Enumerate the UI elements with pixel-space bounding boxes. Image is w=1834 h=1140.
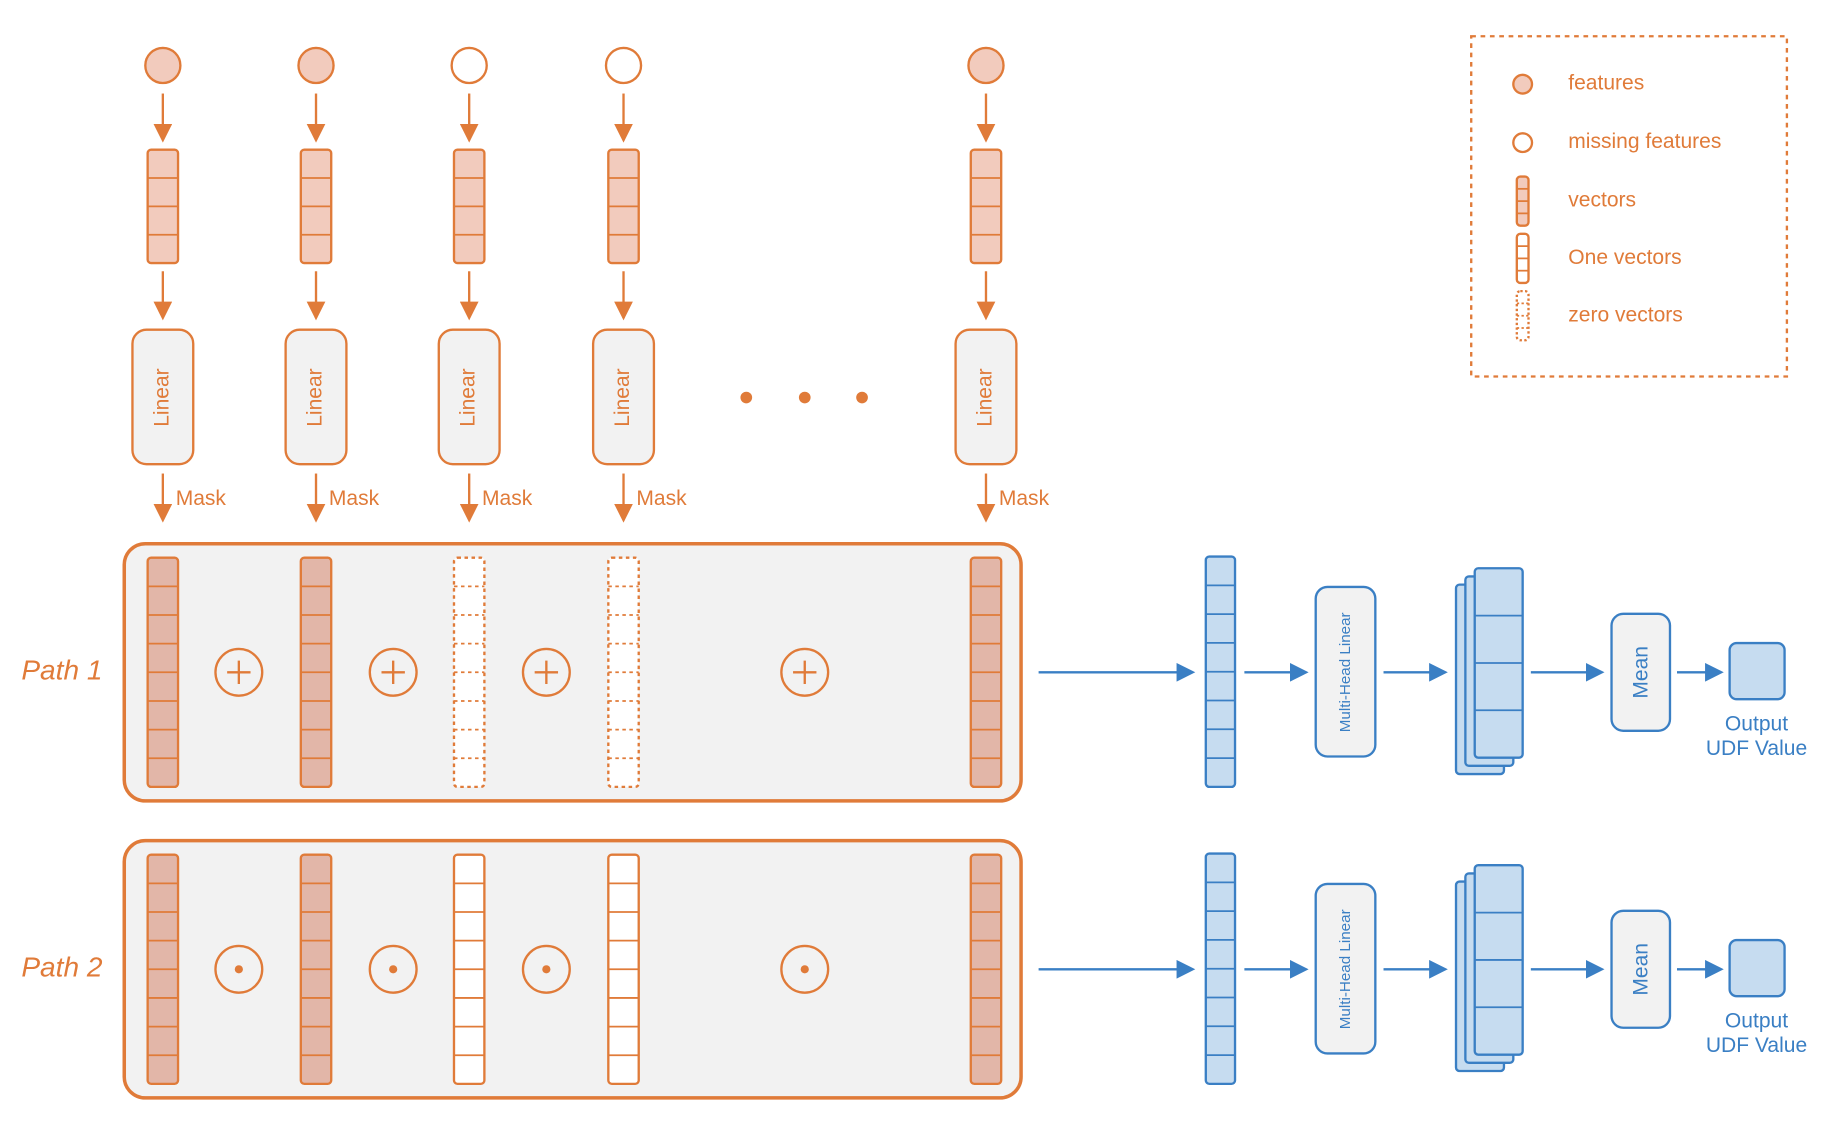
linear-box [131,328,195,466]
feature-node [967,46,1005,85]
vector [146,853,180,1086]
path-label: Path 2 [21,952,102,983]
mask-label: Mask [636,487,687,510]
vector [146,148,180,265]
linear-box [437,328,501,466]
linear-box [591,328,656,466]
head-label: Multi-Head Linear [1337,909,1354,1029]
mean-label: Mean [1629,646,1652,699]
linear-box [284,328,348,466]
operator [214,647,264,697]
ellipsis-dot [856,391,868,404]
operator-dot [542,965,551,974]
operator [521,647,571,697]
mask-label: Mask [482,487,533,510]
linear-label: Linear [304,368,327,426]
output-label: Output [1725,712,1788,735]
linear-label: Linear [974,368,997,426]
vector [1473,864,1524,1056]
mean-box [1610,909,1672,1029]
vector [1473,567,1524,759]
legend-label: missing features [1568,130,1721,153]
legend-label: zero vectors [1568,303,1683,326]
operator [368,944,418,994]
feature-node [297,46,335,85]
path-panel [122,838,1023,1100]
operator [780,944,830,994]
vector [452,148,486,265]
vector [1204,555,1237,789]
feature-node [144,46,182,85]
feature-node [604,46,643,85]
vector [607,148,640,265]
output-label: Output [1725,1009,1788,1032]
head-box [1314,585,1377,758]
mean-box [1610,612,1672,732]
ellipsis-dot [798,391,811,404]
vector [969,853,1003,1086]
operator-dot [800,965,809,974]
path-label: Path 1 [21,655,102,686]
output-label: UDF Value [1706,737,1807,760]
linear-label: Linear [150,368,173,426]
vector [1515,289,1530,342]
vector [452,853,486,1086]
vector [969,148,1003,265]
vector [607,853,640,1086]
operator [214,944,264,994]
vector [1204,852,1237,1086]
operator [368,647,418,697]
vector [146,556,180,789]
path-panel [122,541,1023,803]
legend-icon [1512,132,1534,154]
operator [780,647,830,697]
output-box [1728,641,1786,701]
vector [607,556,640,789]
vector [969,556,1003,789]
legend-label: vectors [1568,189,1636,212]
mask-label: Mask [176,487,227,510]
vector [299,556,333,789]
linear-box [954,328,1018,466]
output-box [1728,938,1786,998]
vector [1515,175,1530,227]
legend-label: One vectors [1568,246,1681,269]
vector [452,556,486,789]
legend-icon [1512,73,1534,95]
mean-label: Mean [1629,943,1652,996]
mask-label: Mask [999,487,1050,510]
ellipsis-dot [740,391,753,404]
vector [1515,232,1530,285]
operator [521,944,571,994]
operator-dot [234,965,243,974]
operator-dot [389,965,398,974]
head-label: Multi-Head Linear [1337,612,1354,732]
legend-box [1470,35,1789,378]
feature-node [450,46,488,85]
head-box [1314,882,1377,1055]
mask-label: Mask [329,487,380,510]
legend-label: features [1568,72,1644,95]
linear-label: Linear [457,368,480,426]
output-label: UDF Value [1706,1034,1807,1057]
linear-label: Linear [611,368,634,426]
vector [299,148,333,265]
vector [299,853,333,1086]
